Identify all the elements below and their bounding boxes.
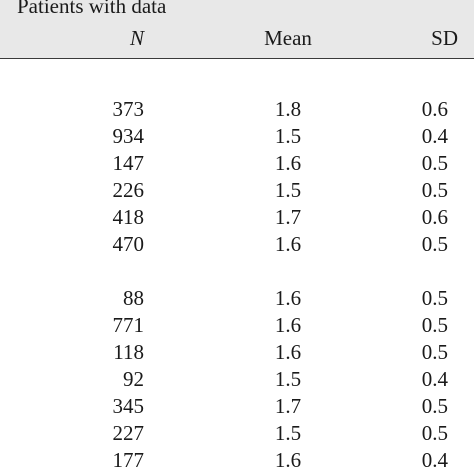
cell-sd: 0.4: [421, 367, 448, 391]
cell-n: 418: [112, 205, 145, 229]
cell-n: 345: [112, 394, 145, 418]
cell-mean: 1.6: [274, 232, 302, 256]
cell-sd: 0.5: [421, 340, 448, 364]
cell-mean: 1.6: [274, 313, 302, 337]
cell-sd: 0.5: [421, 394, 448, 418]
column-header-mean: Mean: [264, 26, 312, 50]
cell-mean: 1.5: [274, 178, 302, 202]
cell-n: 934: [112, 124, 145, 148]
cell-n: 177: [112, 448, 145, 472]
cell-sd: 0.4: [421, 124, 448, 148]
cell-sd: 0.5: [421, 178, 448, 202]
cell-n: 771: [112, 313, 145, 337]
cell-mean: 1.6: [274, 151, 302, 175]
cell-mean: 1.6: [274, 340, 302, 364]
cell-mean: 1.8: [274, 97, 302, 121]
cell-sd: 0.6: [421, 97, 448, 121]
cell-mean: 1.7: [274, 205, 302, 229]
header-divider: [0, 58, 474, 59]
cell-sd: 0.4: [421, 448, 448, 472]
column-header-sd: SD: [431, 26, 458, 50]
cell-mean: 1.6: [274, 448, 302, 472]
column-group-label: Patients with data: [17, 0, 167, 18]
cell-n: 226: [112, 178, 145, 202]
cell-n: 470: [112, 232, 145, 256]
cell-mean: 1.5: [274, 124, 302, 148]
cell-n: 227: [112, 421, 145, 445]
cell-mean: 1.5: [274, 367, 302, 391]
cell-mean: 1.5: [274, 421, 302, 445]
cell-mean: 1.7: [274, 394, 302, 418]
cell-n: 92: [123, 367, 144, 391]
cell-n: 373: [112, 97, 145, 121]
cell-sd: 0.5: [421, 232, 448, 256]
cell-n: 147: [112, 151, 145, 175]
column-header-n: N: [129, 26, 144, 50]
cell-mean: 1.6: [274, 286, 302, 310]
cell-sd: 0.5: [421, 313, 448, 337]
table-header: Patients with data N Mean SD: [0, 0, 474, 58]
cell-sd: 0.5: [421, 421, 448, 445]
cell-sd: 0.5: [421, 286, 448, 310]
cell-n: 118: [113, 340, 144, 364]
cell-sd: 0.5: [421, 151, 448, 175]
cell-n: 88: [123, 286, 144, 310]
cell-sd: 0.6: [421, 205, 448, 229]
